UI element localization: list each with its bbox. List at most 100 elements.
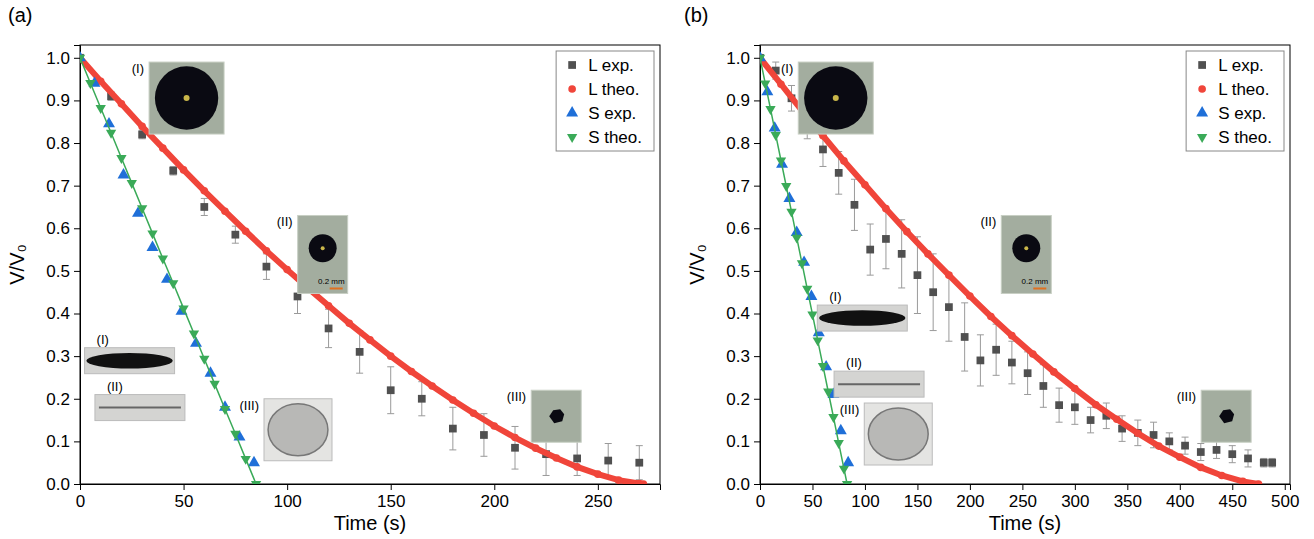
inset-photo: [95, 395, 185, 421]
scale-bar: [330, 287, 343, 289]
inset: [85, 348, 175, 374]
inset-deposit: [268, 404, 328, 456]
point-marker: [387, 386, 395, 394]
y-tick-label: 0.5: [46, 262, 70, 281]
x-tick-label: 200: [481, 492, 509, 511]
x-axis-line: [761, 485, 1291, 491]
legend-marker: [1198, 85, 1206, 93]
y-tick-label: 0.4: [46, 304, 70, 323]
point-marker: [209, 381, 219, 390]
inset: 0.2 mm: [1001, 215, 1051, 293]
x-tick-mark: [1127, 484, 1128, 490]
point-marker: [242, 227, 250, 235]
y-tick: 0.5: [726, 262, 760, 281]
y-tick-mark: [754, 441, 760, 442]
x-tick-mark: [1180, 484, 1181, 490]
x-tick: 250: [584, 484, 612, 511]
y-tick-label: 0.5: [726, 262, 750, 281]
x-tick: 250: [1009, 484, 1037, 511]
point-marker: [776, 158, 786, 167]
inset-drop: [1012, 234, 1040, 262]
point-marker: [1181, 442, 1189, 450]
y-tick: 0.6: [46, 219, 80, 238]
y-tick-label: 0.4: [726, 304, 750, 323]
point-marker: [823, 389, 833, 398]
y-tick-mark: [754, 143, 760, 144]
point-marker: [1071, 385, 1079, 393]
point-marker: [839, 466, 849, 475]
x-tick-label: 150: [377, 492, 405, 511]
inset-photo: [864, 403, 932, 465]
y-axis-title: V/V₀: [6, 244, 28, 285]
point-marker: [127, 180, 137, 189]
legend-label: S theo.: [588, 128, 642, 147]
x-tick-label: 0: [76, 492, 85, 511]
inset: [1201, 390, 1251, 442]
y-tick-label: 1.0: [46, 49, 70, 68]
y-tick: 0.0: [726, 475, 760, 494]
scale-bar-label: 0.2 mm: [318, 277, 345, 286]
y-tick: 0.4: [726, 304, 760, 323]
y-tick-mark: [74, 484, 80, 485]
y-tick-label: 0.1: [726, 432, 750, 451]
point-marker: [408, 368, 416, 376]
y-tick-mark: [74, 271, 80, 272]
point-marker: [106, 130, 116, 139]
series: [760, 54, 1276, 467]
point-marker: [449, 425, 457, 433]
inset-deposit: [868, 408, 928, 460]
point-marker: [807, 311, 817, 320]
error-bar: [1008, 341, 1015, 384]
y-tick-label: 0.6: [726, 219, 750, 238]
point-marker: [1092, 401, 1100, 409]
point-marker: [283, 266, 291, 274]
point-marker: [230, 431, 240, 440]
point-marker: [594, 470, 602, 478]
point-marker: [147, 230, 157, 239]
inset-label: (II): [980, 214, 996, 229]
point-marker: [851, 201, 859, 209]
y-tick-mark: [754, 186, 760, 187]
inset-highlight: [184, 95, 190, 101]
inset-label: (I): [132, 61, 144, 76]
point-marker: [241, 456, 251, 465]
x-tick-label: 450: [1219, 492, 1247, 511]
point-marker: [802, 286, 812, 295]
y-axis-line: [754, 46, 761, 485]
error-bar: [325, 309, 332, 347]
error-bar: [201, 198, 208, 215]
point-marker: [1165, 438, 1173, 446]
legend-marker: [566, 106, 578, 116]
x-tick: 100: [851, 484, 879, 511]
legend-label: S exp.: [588, 104, 636, 123]
inset-label: (III): [240, 398, 260, 413]
point-marker: [1239, 478, 1247, 484]
point-marker: [1087, 416, 1095, 424]
point-marker: [1134, 429, 1142, 437]
point-marker: [200, 187, 208, 195]
point-marker: [573, 455, 581, 463]
x-tick-mark: [812, 484, 813, 490]
point-marker: [137, 205, 147, 214]
inset-photo: [264, 399, 332, 461]
point-marker: [797, 260, 807, 269]
x-tick-label: 50: [804, 492, 823, 511]
y-tick-mark: [74, 441, 80, 442]
inset-drop: [804, 66, 867, 129]
point-marker: [1113, 415, 1121, 423]
error-bar: [1087, 407, 1094, 433]
inset-label: (I): [781, 61, 793, 76]
inset-residue: [549, 409, 564, 423]
point-marker: [1155, 442, 1163, 450]
point-marker: [834, 440, 844, 449]
point-marker: [1150, 431, 1158, 439]
legend-label: L exp.: [1218, 56, 1264, 75]
plot-area: [760, 51, 1276, 484]
legend-marker: [567, 134, 577, 143]
y-tick-label: 0.0: [726, 475, 750, 494]
point-marker: [85, 80, 95, 89]
y-tick-label: 0.3: [46, 347, 70, 366]
x-tick-mark: [1075, 484, 1076, 490]
point-marker: [189, 331, 199, 340]
inset-photo: [834, 371, 924, 397]
